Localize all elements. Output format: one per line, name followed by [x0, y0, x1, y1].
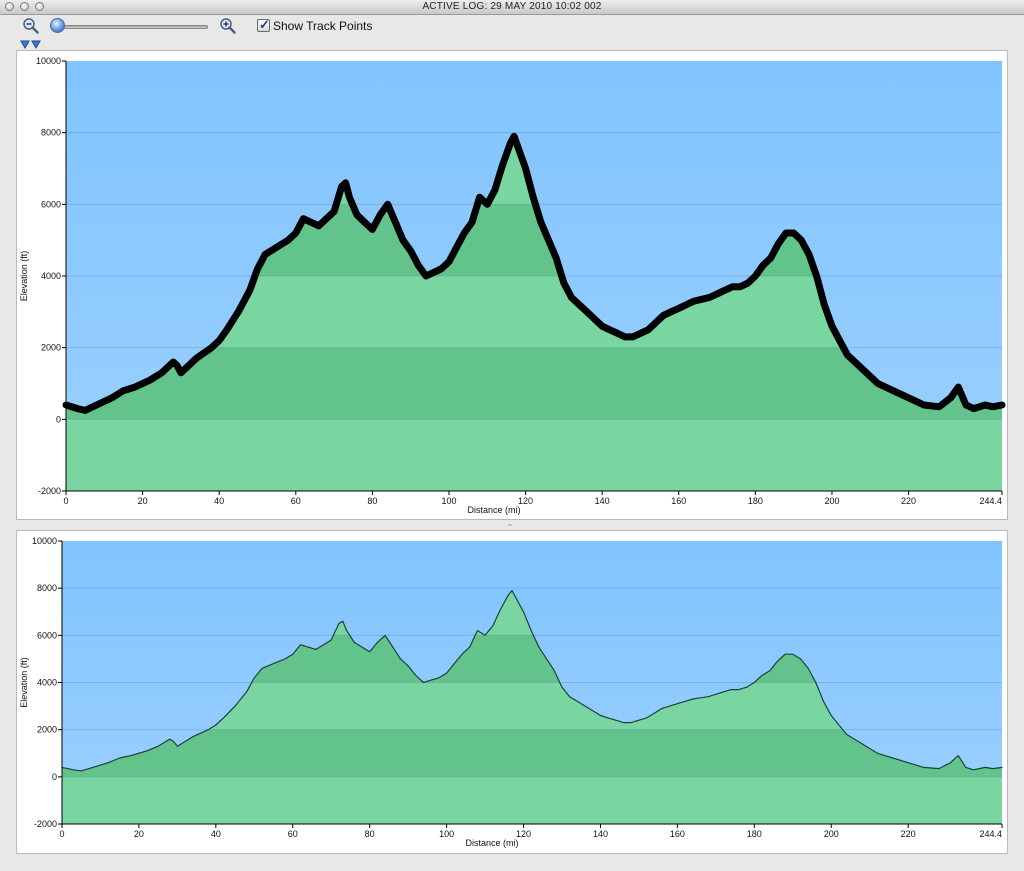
x-tick-label: 40 — [214, 496, 224, 506]
elevation-detail-panel[interactable]: 10000 8000 6000 4000 2000 0 -2000 0 20 40 60 80 100 1… — [16, 50, 1008, 520]
terrain-band — [62, 776, 1002, 824]
elevation-overview-panel[interactable]: 10000 8000 6000 4000 2000 0 -2000 0 20 40 60 80 100 1… — [16, 530, 1008, 854]
x-tick-label: 0 — [59, 829, 64, 839]
y-tick-label: 4000 — [41, 271, 61, 281]
y-tick-label: 2000 — [41, 343, 61, 353]
x-tick-label: 20 — [138, 496, 148, 506]
x-tick-label: 60 — [291, 496, 301, 506]
close-window-button[interactable] — [5, 2, 14, 11]
x-tick-label: 120 — [516, 829, 531, 839]
x-tick-label: 100 — [439, 829, 454, 839]
x-tick-label: 140 — [593, 829, 608, 839]
terrain-band — [62, 729, 1002, 777]
y-axis-title: Elevation (ft) — [19, 251, 29, 302]
minimize-window-button[interactable] — [20, 2, 29, 11]
window-title: ACTIVE LOG: 29 MAY 2010 10:02 002 — [422, 1, 602, 12]
range-end-marker-icon — [31, 40, 41, 50]
show-track-points-label: Show Track Points — [273, 19, 373, 33]
x-axis-title: Distance (mi) — [467, 505, 520, 515]
x-tick-label: 200 — [824, 829, 839, 839]
y-tick-label: 10000 — [32, 536, 57, 546]
x-tick-label: 20 — [134, 829, 144, 839]
y-tick-label: 0 — [56, 414, 61, 424]
x-tick-label: 180 — [747, 829, 762, 839]
zoom-in-icon[interactable] — [219, 17, 237, 35]
y-tick-label: 0 — [52, 772, 57, 782]
x-axis-title: Distance (mi) — [465, 838, 518, 848]
x-tick-label: 80 — [367, 496, 377, 506]
elevation-profile-line — [61, 589, 1003, 772]
title-bar: ACTIVE LOG: 29 MAY 2010 10:02 002 — [0, 0, 1024, 15]
toolbar: ✓ Show Track Points — [0, 15, 1024, 37]
y-tick-label: 6000 — [41, 199, 61, 209]
x-tick-label: 160 — [671, 496, 686, 506]
y-tick-label: 8000 — [41, 128, 61, 138]
x-tick-label: 60 — [288, 829, 298, 839]
range-start-marker-icon — [20, 40, 30, 50]
x-tick-label: 220 — [901, 496, 916, 506]
y-axis-title: Elevation (ft) — [19, 657, 29, 708]
terrain-band — [66, 419, 1002, 491]
split-view-handle[interactable]: ⁼ — [508, 522, 513, 531]
show-track-points-checkbox[interactable]: ✓ — [257, 17, 270, 32]
y-tick-label: -2000 — [38, 486, 61, 496]
x-tick-label: 200 — [824, 496, 839, 506]
x-tick-label: 180 — [748, 496, 763, 506]
x-tick-label: 80 — [365, 829, 375, 839]
range-markers[interactable] — [20, 40, 50, 50]
x-tick-label: 220 — [901, 829, 916, 839]
y-tick-label: -2000 — [34, 819, 57, 829]
x-tick-label: 100 — [441, 496, 456, 506]
zoom-window-button[interactable] — [35, 2, 44, 11]
checkmark-icon: ✓ — [259, 17, 270, 32]
x-tick-label: 0 — [63, 496, 68, 506]
y-tick-label: 2000 — [37, 725, 57, 735]
zoom-out-icon[interactable] — [22, 17, 40, 35]
elevation-profile-line — [62, 132, 1006, 414]
x-tick-label: 160 — [670, 829, 685, 839]
x-tick-label: 40 — [211, 829, 221, 839]
y-tick-label: 8000 — [37, 583, 57, 593]
terrain-band — [66, 347, 1002, 420]
y-tick-label: 4000 — [37, 678, 57, 688]
x-tick-label: 244.4 — [979, 496, 1002, 506]
x-tick-label: 244.4 — [979, 829, 1002, 839]
zoom-slider-knob[interactable] — [50, 18, 65, 33]
y-tick-label: 10000 — [36, 56, 61, 66]
zoom-slider-track[interactable] — [56, 25, 208, 29]
x-tick-label: 140 — [595, 496, 610, 506]
y-tick-label: 6000 — [37, 630, 57, 640]
x-tick-label: 120 — [518, 496, 533, 506]
